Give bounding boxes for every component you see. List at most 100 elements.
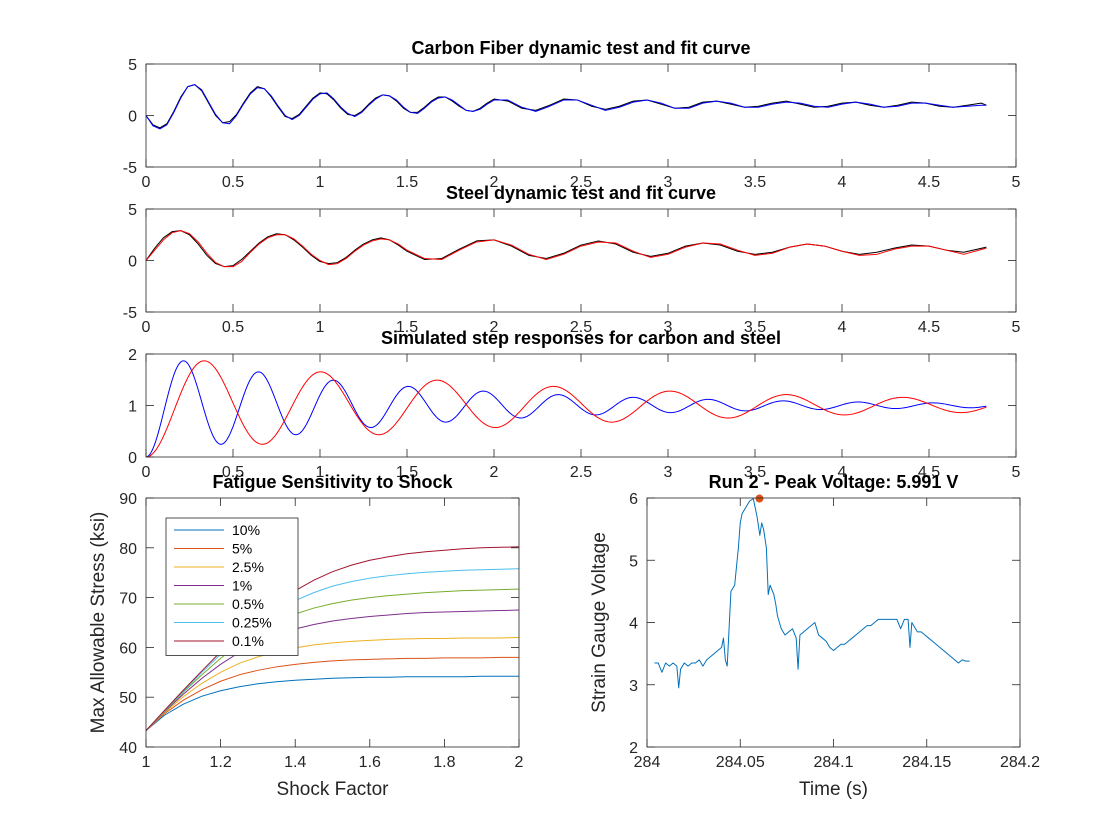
x-tick-label: 1.5 [396,319,418,336]
series-line-05 [146,588,519,731]
y-tick-label: 80 [119,541,137,558]
series-line-025 [146,568,519,731]
x-tick-label: 0.5 [222,319,244,336]
series-group [146,546,519,731]
chart-title: Fatigue Sensitivity to Shock [212,472,453,492]
x-tick-label: 5 [1012,174,1021,191]
x-tick-label: 5 [1012,319,1021,336]
series-group [146,230,987,268]
y-tick-label: 6 [629,491,638,508]
series-group [146,360,987,457]
y-tick-label: 2 [629,740,638,757]
series-line-carbon-1 [146,84,987,130]
axes-fatigue: 1 1.2 1.4 1.6 1.8 2 40 50 60 70 80 90 Fatigue Sensit… [88,472,524,800]
series-line-steel-1 [146,230,987,268]
y-tick-label: 0 [128,109,137,126]
series-group [146,84,987,130]
x-tick-label: 1.2 [209,754,231,771]
y-tick-label: 4 [629,616,638,633]
x-tick-label: 1.4 [284,754,306,771]
x-tick-label: 0 [142,464,151,481]
x-tick-label: 2 [490,319,499,336]
x-tick-label: 2 [515,754,524,771]
x-tick-label: 0.5 [222,464,244,481]
y-tick-label: 0 [128,450,137,467]
axes-carbon: 0 0.5 1 1.5 2 2.5 3 3.5 4 4.5 5 -5 0 5 Carbon Fiber dy… [123,38,1021,191]
x-tick-label: 0.5 [222,174,244,191]
x-tick-label: 284 [634,754,661,771]
y-tick-label: 2 [128,347,137,364]
x-tick-label: 1 [316,464,325,481]
series-line-step-0 [146,360,987,457]
y-tick-label: 1 [128,399,137,416]
x-tick-label: 3.5 [744,464,766,481]
x-tick-label: 1.5 [396,464,418,481]
y-tick-label: 70 [119,591,137,608]
plot-area [146,64,1016,167]
y-tick-label: 3 [629,678,638,695]
series-line-1 [146,609,519,731]
x-tick-label: 2.5 [570,174,592,191]
x-tick-label: 2 [490,174,499,191]
x-tick-label: 4.5 [918,464,940,481]
legend-entry: 0.5% [232,596,264,612]
plot-area [146,354,1016,457]
chart-title: Simulated step responses for carbon and … [381,328,781,348]
series-line-gauge-0 [654,498,970,689]
x-tick-label: 3 [664,174,673,191]
x-tick-label: 2.5 [570,319,592,336]
x-tick-label: 284.1 [813,754,853,771]
x-tick-label: 1 [142,754,151,771]
x-tick-label: 5 [1012,464,1021,481]
legend-entry: 0.1% [232,633,264,649]
x-tick-label: 4 [838,319,847,336]
y-tick-label: 50 [119,690,137,707]
x-tick-label: 3 [664,319,673,336]
x-tick-label: 284.15 [902,754,951,771]
series-line-25 [146,636,519,731]
axes-steel: 0 0.5 1 1.5 2 2.5 3 3.5 4 4.5 5 -5 0 5 Steel dynamic t… [123,183,1021,336]
x-tick-label: 1 [316,319,325,336]
y-tick-label: 90 [119,491,137,508]
y-axis-label: Max Allowable Stress (ksi) [88,512,109,734]
y-tick-label: 5 [128,57,137,74]
legend-entry: 5% [232,541,252,557]
series-group [654,498,970,689]
x-tick-label: 3 [664,464,673,481]
x-tick-label: 4 [838,174,847,191]
axes-frame [145,497,520,748]
axes-gauge: 284 284.05 284.1 284.15 284.2 2 3 4 5 6 Run 2 - Pe… [589,472,1040,800]
x-tick-label: 284.05 [716,754,765,771]
legend-entry: 10% [232,522,260,538]
y-tick-label: -5 [123,305,137,322]
x-axis-label: Shock Factor [277,779,390,800]
chart-title: Carbon Fiber dynamic test and fit curve [411,38,750,58]
x-tick-label: 284.2 [1000,754,1040,771]
series-line-10 [146,675,519,731]
y-tick-label: 5 [629,553,638,570]
y-axis-label: Strain Gauge Voltage [589,532,610,713]
y-tick-label: -5 [123,160,137,177]
chart-title: Steel dynamic test and fit curve [446,183,716,203]
plot-area [647,498,1020,747]
x-tick-label: 0 [142,174,151,191]
peak-marker [755,494,764,503]
legend-entry: 2.5% [232,559,264,575]
series-line-01 [146,546,519,731]
legend-entry: 1% [232,578,252,594]
x-tick-label: 1 [316,174,325,191]
x-tick-label: 1.6 [359,754,381,771]
x-tick-label: 3.5 [744,174,766,191]
x-tick-label: 4.5 [918,319,940,336]
series-line-5 [146,656,519,731]
y-tick-label: 60 [119,640,137,657]
x-tick-label: 2 [490,464,499,481]
x-tick-label: 2.5 [570,464,592,481]
legend: 10% 5% 2.5% 1% 0.5% 0.25% 0.1% [165,517,299,656]
chart-title: Run 2 - Peak Voltage: 5.991 V [709,472,959,492]
y-tick-label: 5 [128,202,137,219]
x-tick-label: 1.5 [396,174,418,191]
series-line-step-1 [146,360,987,457]
